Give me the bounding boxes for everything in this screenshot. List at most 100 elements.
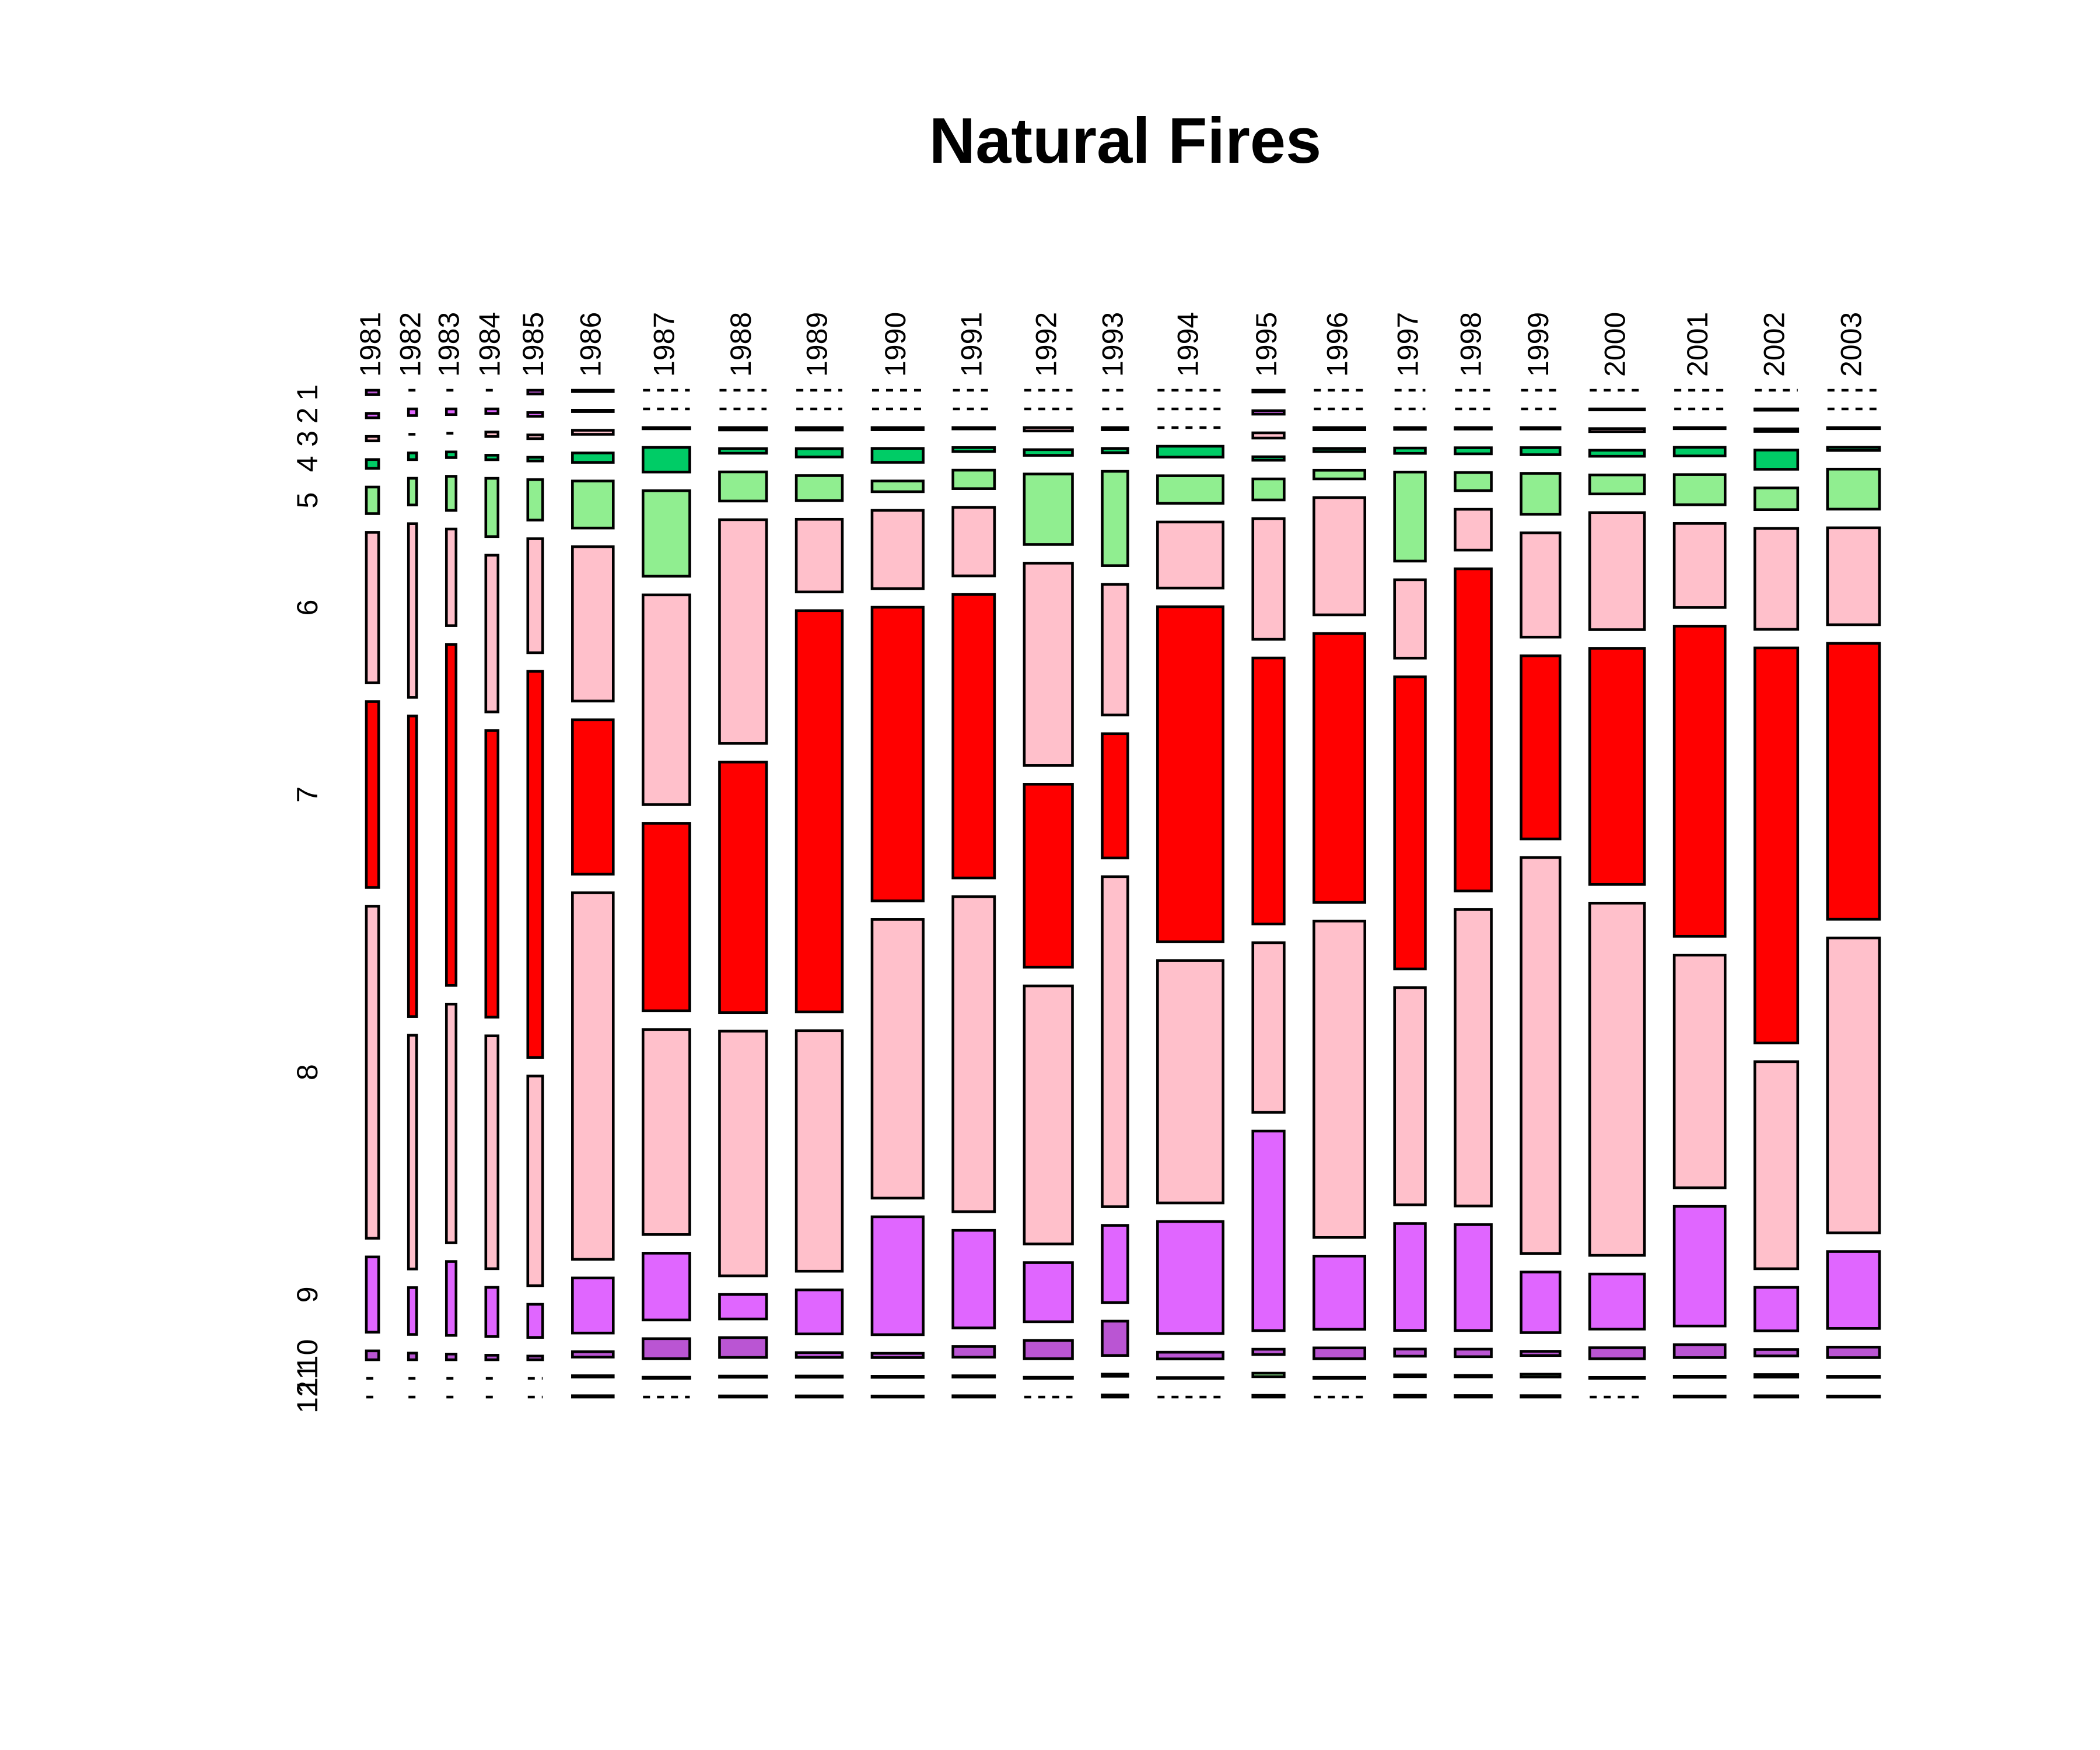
mosaic-cell — [444, 643, 458, 987]
mosaic-cell — [718, 1336, 768, 1359]
mosaic-cell — [1672, 522, 1727, 609]
mosaic-cell — [1454, 908, 1493, 1208]
mosaic-cell — [1023, 984, 1074, 1245]
mosaic-cell — [1672, 1394, 1727, 1399]
mosaic-cell — [1023, 448, 1074, 457]
mosaic-cell — [365, 485, 380, 515]
x-category-label: 1983 — [433, 312, 466, 377]
mosaic-cell — [870, 606, 925, 902]
mosaic-cell — [1251, 477, 1286, 502]
mosaic-cell — [571, 1394, 615, 1399]
mosaic-cell — [1672, 625, 1727, 938]
mosaic-cell — [718, 470, 768, 503]
mosaic-cell — [571, 429, 615, 436]
mosaic-cell — [571, 480, 615, 530]
mosaic-cell — [1101, 1224, 1129, 1304]
y-category-label: 6 — [291, 600, 324, 616]
y-category-label: 8 — [291, 1064, 324, 1080]
mosaic-cell — [1826, 1375, 1881, 1379]
mosaic-cell — [1754, 1348, 1800, 1357]
mosaic-cell — [571, 452, 615, 464]
x-category-label: 1995 — [1250, 312, 1283, 377]
mosaic-cell — [1393, 1348, 1427, 1358]
mosaic-cell — [1251, 517, 1286, 641]
mosaic-cell — [407, 715, 418, 1018]
mosaic-cell — [1454, 1223, 1493, 1332]
mosaic-cell — [407, 477, 418, 507]
mosaic-cell — [1393, 1373, 1427, 1378]
mosaic-cell — [571, 891, 615, 1261]
x-category-label: 1991 — [955, 312, 988, 377]
mosaic-cell — [1312, 632, 1367, 904]
mosaic-cell — [571, 1350, 615, 1359]
chart-title: Natural Fires — [929, 105, 1321, 177]
x-category-label: 1984 — [473, 312, 506, 377]
mosaic-cell — [1826, 446, 1881, 452]
mosaic-cell — [1520, 1394, 1562, 1399]
x-category-label: 2002 — [1758, 312, 1790, 377]
mosaic-cell — [1393, 675, 1427, 971]
mosaic-cell — [1672, 426, 1727, 430]
mosaic-cell — [870, 1375, 925, 1379]
mosaic-cell — [1826, 467, 1881, 511]
mosaic-cell — [718, 426, 768, 432]
mosaic-cell — [870, 509, 925, 590]
mosaic-cell — [1023, 783, 1074, 969]
x-category-label: 1988 — [724, 312, 757, 377]
mosaic-cell — [1454, 446, 1493, 456]
mosaic-cell — [1520, 446, 1562, 456]
x-category-label: 1994 — [1172, 312, 1205, 377]
mosaic-cell — [718, 761, 768, 1014]
mosaic-cell — [1826, 936, 1881, 1234]
mosaic-cell — [1156, 1350, 1225, 1360]
mosaic-cell — [407, 407, 418, 417]
mosaic-cell — [1101, 447, 1129, 454]
mosaic-cell — [1393, 426, 1427, 431]
mosaic-cell — [1023, 1376, 1074, 1380]
mosaic-cell — [1156, 474, 1225, 505]
mosaic-cell — [641, 1376, 691, 1380]
mosaic-cell — [407, 1034, 418, 1270]
mosaic-cell — [444, 1352, 458, 1362]
mosaic-cell — [1520, 654, 1562, 841]
mosaic-cell — [794, 517, 844, 594]
mosaic-cell — [1101, 426, 1129, 431]
mosaic-cell — [1312, 919, 1367, 1239]
mosaic-cell — [1251, 431, 1286, 440]
mosaic-cell — [1101, 583, 1129, 717]
mosaic-cell — [1520, 426, 1562, 430]
mosaic-cell — [365, 700, 380, 889]
mosaic-cell — [1826, 526, 1881, 626]
mosaic-cell — [1312, 1376, 1367, 1380]
mosaic-cell — [365, 531, 380, 684]
mosaic-cell — [1312, 1346, 1367, 1360]
mosaic-cell — [1454, 1348, 1493, 1359]
mosaic-cell — [571, 1374, 615, 1378]
x-category-label: 1986 — [575, 312, 607, 377]
mosaic-cell — [794, 474, 844, 502]
mosaic-cell — [1672, 1343, 1727, 1359]
mosaic-cell — [484, 1354, 500, 1362]
mosaic-cell — [1588, 1376, 1646, 1380]
mosaic-cell — [484, 729, 500, 1019]
mosaic-cell — [641, 822, 691, 1013]
mosaic-cell — [1520, 1350, 1562, 1357]
mosaic-cell — [1754, 487, 1800, 511]
mosaic-cell — [407, 452, 418, 461]
mosaic-cell — [1520, 472, 1562, 516]
x-category-label: 1998 — [1455, 312, 1488, 377]
mosaic-cell — [1754, 427, 1800, 433]
mosaic-cell — [365, 458, 380, 470]
mosaic-cell — [1826, 1394, 1881, 1399]
mosaic-cell — [1520, 856, 1562, 1255]
mosaic-cell — [1588, 1272, 1646, 1331]
mosaic-cell — [870, 426, 925, 431]
x-category-label: 2003 — [1835, 312, 1868, 377]
mosaic-cell — [718, 1394, 768, 1399]
mosaic-cell — [951, 1374, 996, 1379]
mosaic-cell — [526, 1074, 544, 1287]
mosaic-cell — [1023, 473, 1074, 546]
x-category-label: 1996 — [1321, 312, 1353, 377]
mosaic-cell — [444, 407, 458, 416]
mosaic-cell — [1454, 471, 1493, 492]
